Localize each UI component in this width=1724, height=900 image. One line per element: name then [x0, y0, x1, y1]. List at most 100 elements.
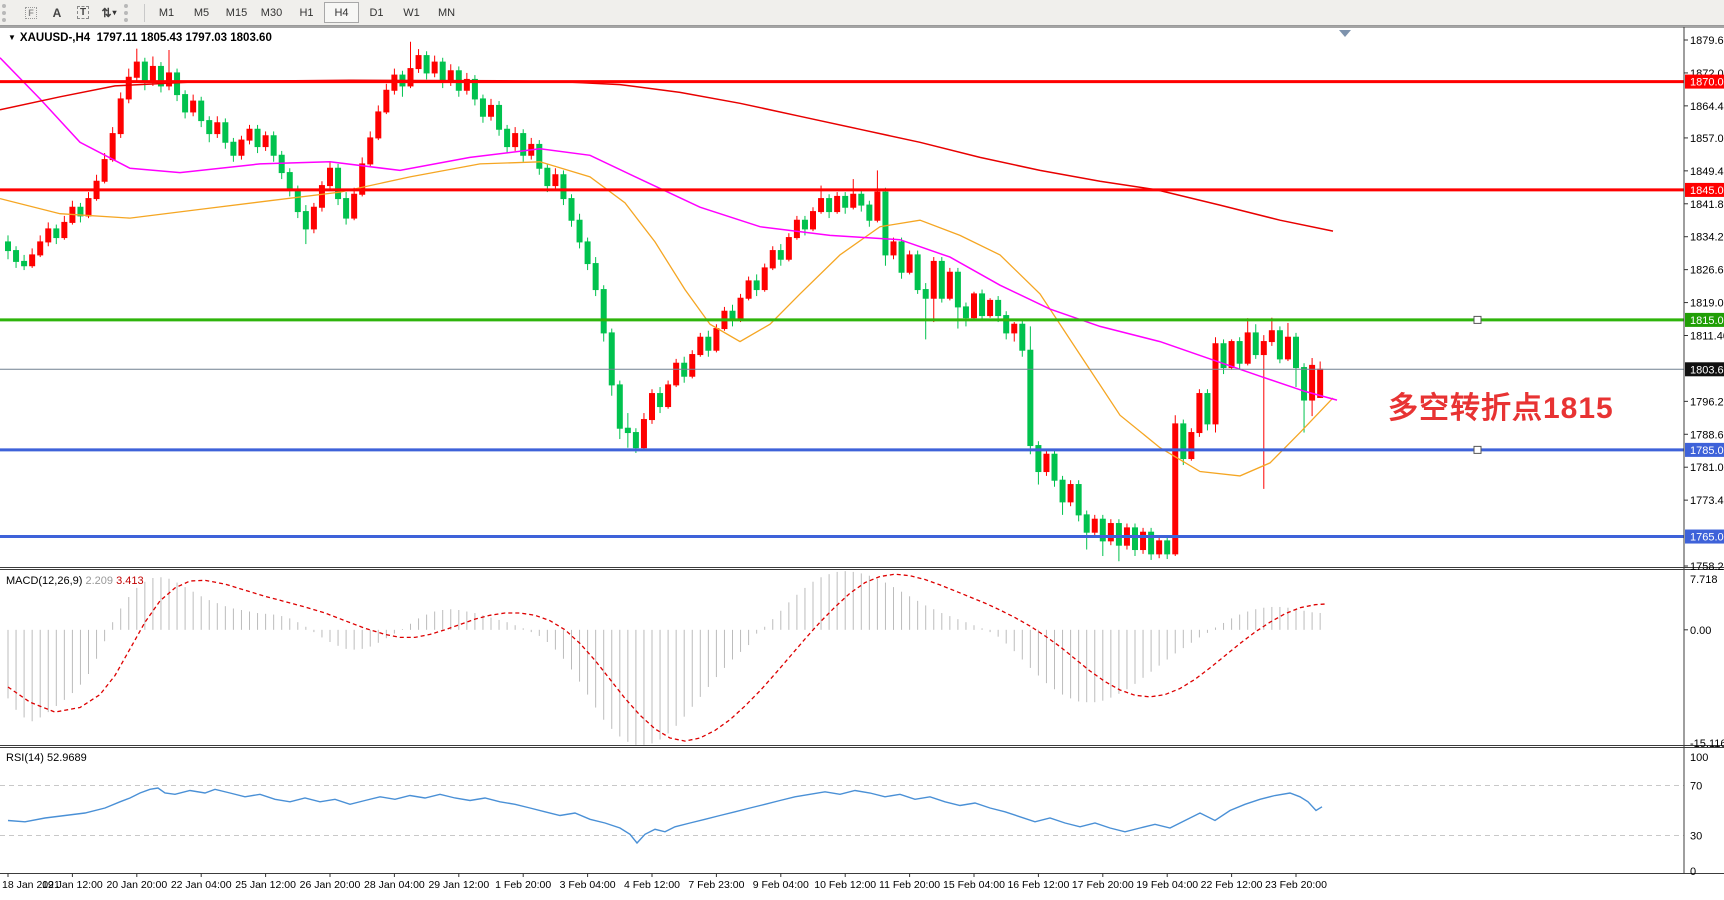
candle-body-bull: [697, 336, 704, 356]
date-tick-label: 9 Feb 04:00: [753, 879, 809, 891]
candle-body-bull: [1260, 341, 1267, 356]
price-chart-canvas[interactable]: 1879.601872.001864.401857.001849.401841.…: [0, 26, 1724, 895]
timeframe-h1-button[interactable]: H1: [299, 6, 314, 19]
cycle-arrows-icon[interactable]: ⇅ ▾: [101, 5, 117, 20]
price-badge: [1685, 362, 1724, 377]
candle-body-bear: [520, 133, 527, 156]
candle-body-bull: [318, 185, 325, 208]
candle-body-bear: [1252, 332, 1259, 356]
top-toolbar: F A T ⇅ ▾ M1 M5 M15 M30 H1 H4 D1 W1 MN: [0, 0, 1724, 26]
chart-background: [0, 26, 1724, 895]
timeframe-h4-button[interactable]: H4: [324, 2, 359, 23]
level-line-handle[interactable]: [1473, 315, 1482, 324]
candle-body-bear: [544, 167, 551, 187]
candle-body-bull: [190, 100, 197, 113]
candle-body-bear: [254, 128, 261, 148]
candle-body-bull: [1284, 336, 1291, 360]
price-tick-label: 1796.20: [1690, 396, 1724, 408]
timeframe-w1-button[interactable]: W1: [403, 6, 420, 19]
candle-body-bear: [753, 280, 760, 291]
timeframe-m30-button[interactable]: M30: [260, 6, 283, 19]
date-tick-label: 28 Jan 04:00: [364, 879, 425, 891]
price-tick-label: 1841.80: [1690, 199, 1724, 211]
date-tick-label: 19 Jan 12:00: [42, 879, 103, 891]
candle-body-bull: [930, 260, 937, 299]
price-tick-label: 1811.40: [1690, 330, 1724, 342]
price-badge: [1685, 312, 1724, 327]
date-tick-label: 11 Feb 20:00: [879, 879, 940, 891]
toolbar-dock-icon[interactable]: F: [19, 3, 43, 23]
candle-body-bull: [125, 76, 132, 100]
candle-body-bear: [1180, 423, 1187, 460]
candle-body-bull: [818, 198, 825, 213]
candle-body-bear: [826, 198, 833, 213]
candle-body-bull: [1172, 423, 1179, 555]
chart-shift-marker-icon[interactable]: [1339, 30, 1351, 37]
text-tool-icon[interactable]: T: [71, 3, 95, 23]
price-tick-label: 1857.00: [1690, 133, 1724, 145]
candle-body-bull: [745, 280, 752, 299]
candle-body-bull: [1067, 484, 1074, 503]
candle-body-bull: [946, 271, 953, 299]
candle-body-bull: [1091, 518, 1098, 533]
candle-body-bear: [898, 241, 905, 273]
macd-scale-label: -15.116: [1690, 738, 1724, 750]
macd-indicator-label: MACD(12,26,9) 2.209 3.413: [6, 575, 144, 587]
toolbar-grip[interactable]: [2, 3, 16, 22]
timeframe-d1-button[interactable]: D1: [369, 6, 384, 19]
timeframe-m15-button[interactable]: M15: [225, 6, 248, 19]
candle-body-bear: [954, 271, 961, 308]
candle-body-bear: [439, 61, 446, 83]
candle-body-bull: [810, 211, 816, 230]
candle-body-bull: [383, 89, 390, 113]
date-tick-label: 26 Jan 20:00: [300, 879, 361, 891]
timeframe-mn-button[interactable]: MN: [437, 6, 456, 19]
candle-body-bull: [1140, 531, 1147, 551]
candle-body-bear: [632, 432, 639, 449]
candle-body-bear: [995, 299, 1002, 317]
price-badge-label: 1803.60: [1690, 364, 1724, 376]
chart-region: 1879.601872.001864.401857.001849.401841.…: [0, 26, 1724, 900]
candle-body-bear: [21, 260, 28, 267]
candle-body-bull: [61, 221, 68, 239]
candle-body-bear: [294, 189, 301, 213]
price-badge-label: 1785.00: [1690, 445, 1724, 457]
candle-body-bull: [407, 68, 414, 87]
date-tick-label: 20 Jan 20:00: [106, 879, 167, 891]
timeframe-m5-button[interactable]: M5: [193, 6, 210, 19]
chart-annotation-text[interactable]: 多空转折点1815: [1388, 392, 1614, 425]
candle-body-bull: [665, 384, 672, 408]
candle-body-bull: [1268, 330, 1275, 343]
candle-body-bull: [906, 254, 913, 273]
price-badge: [1685, 74, 1724, 89]
candle-body-bear: [600, 289, 607, 334]
candle-body-bear: [568, 198, 575, 221]
toolbar-grip-2[interactable]: [124, 3, 138, 22]
dropdown-caret-icon[interactable]: ▾: [112, 8, 117, 17]
candle-body-bull: [793, 219, 800, 239]
moving-average-orange: [0, 161, 1334, 477]
candle-body-bear: [592, 263, 599, 291]
timeframe-m1-button[interactable]: M1: [158, 6, 175, 19]
candle-body-bull: [761, 267, 768, 291]
level-line-handle[interactable]: [1473, 445, 1482, 454]
date-tick-label: 7 Feb 23:00: [688, 879, 744, 891]
candle-body-bear: [616, 384, 623, 429]
candle-body-bear: [842, 195, 849, 208]
arrow-tool-icon[interactable]: A: [52, 5, 62, 20]
candle-body-bull: [1107, 523, 1114, 542]
candle-body-bear: [1276, 330, 1283, 360]
rsi-scale-label: 30: [1690, 831, 1702, 843]
moving-average-magenta: [0, 57, 1338, 401]
candle-body-bear: [1059, 479, 1066, 503]
macd-main-value: 2.209: [85, 575, 114, 587]
collapse-triangle-icon[interactable]: ▼: [8, 33, 16, 42]
price-tick-label: 1819.00: [1690, 298, 1724, 310]
candle-body-bear: [471, 78, 478, 100]
candle-body-bear: [1019, 323, 1026, 351]
candle-body-bull: [375, 111, 382, 139]
candle-body-bear: [343, 198, 350, 219]
date-tick-label: 4 Feb 12:00: [624, 879, 680, 891]
candle-body-bull: [431, 61, 438, 74]
macd-signal-line: [7, 573, 1328, 742]
